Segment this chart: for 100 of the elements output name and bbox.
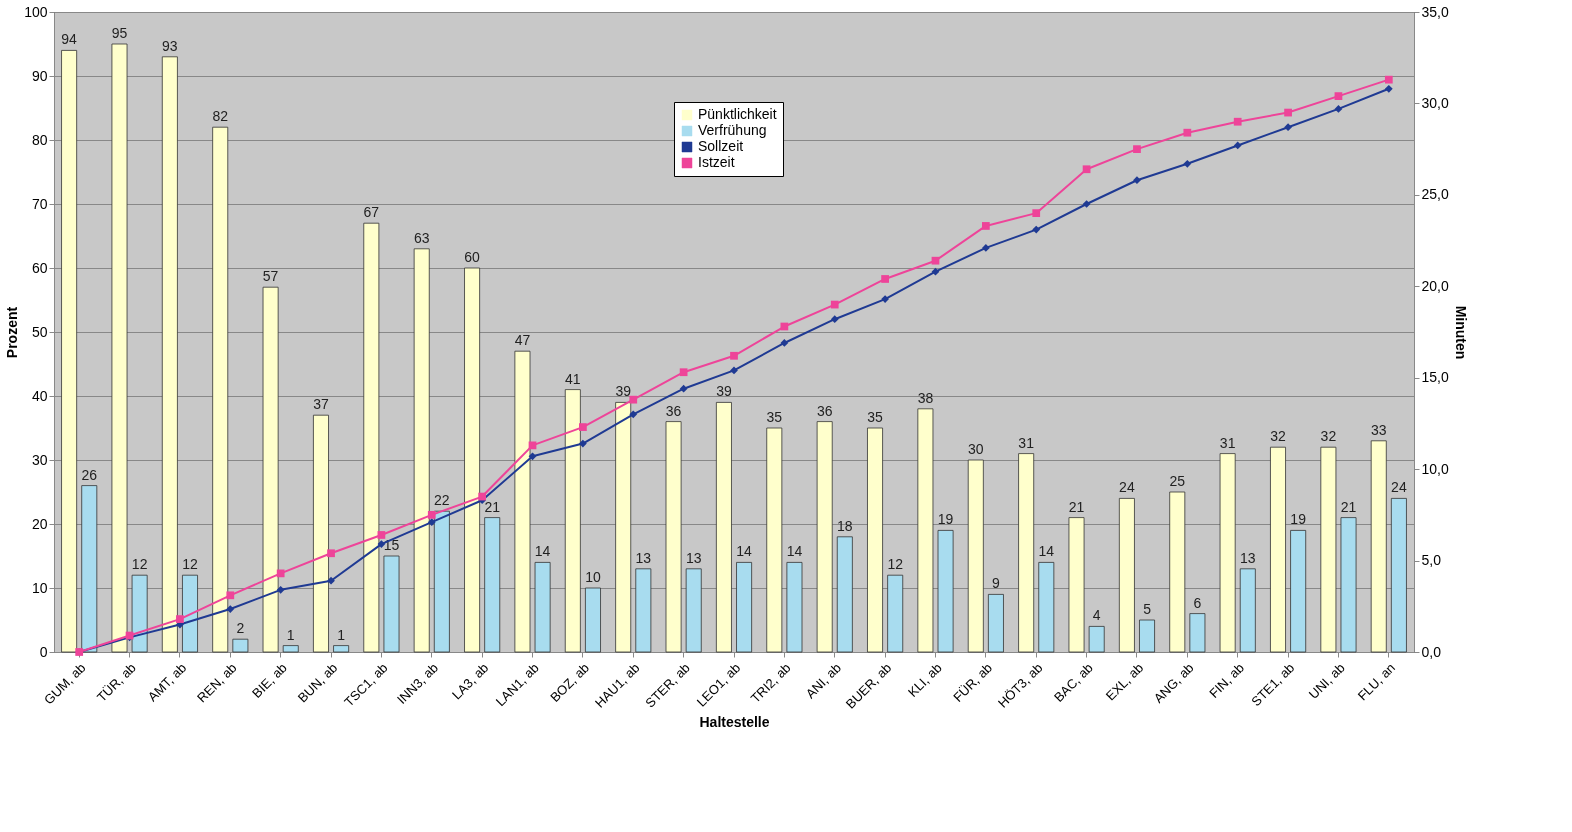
bar bbox=[1068, 517, 1085, 653]
point bbox=[226, 605, 235, 613]
data-label: 36 bbox=[816, 402, 833, 419]
y2-tick-label: 35,0 bbox=[1421, 3, 1449, 20]
point bbox=[830, 315, 839, 324]
bar bbox=[81, 485, 98, 653]
data-label: 26 bbox=[81, 466, 98, 483]
point bbox=[1032, 225, 1041, 234]
data-label: 93 bbox=[162, 37, 178, 54]
point bbox=[1082, 200, 1091, 208]
data-label: 39 bbox=[716, 383, 732, 400]
bar bbox=[1320, 446, 1337, 653]
data-label: 94 bbox=[61, 31, 78, 48]
data-label: 32 bbox=[1320, 428, 1337, 445]
data-label: 14 bbox=[1038, 543, 1055, 560]
data-label: 10 bbox=[585, 569, 601, 585]
y-tick-label: 20 bbox=[31, 515, 48, 532]
x-tick-label: ANI, ab bbox=[802, 660, 844, 702]
y-tick-label: 30 bbox=[31, 451, 48, 468]
point bbox=[780, 322, 789, 331]
bar bbox=[715, 402, 732, 653]
point bbox=[1032, 209, 1041, 218]
bar bbox=[987, 594, 1004, 653]
data-label: 24 bbox=[1119, 479, 1135, 496]
y-axis-title: Prozent bbox=[4, 306, 21, 359]
bar bbox=[433, 510, 450, 653]
bar bbox=[615, 402, 632, 653]
x-tick-label: FLU, an bbox=[1354, 660, 1399, 704]
bar bbox=[1340, 517, 1357, 653]
x-tick-label: LA3, ab bbox=[449, 660, 492, 703]
bar bbox=[1219, 453, 1236, 653]
bar bbox=[1239, 568, 1256, 653]
point bbox=[579, 439, 587, 448]
bar bbox=[665, 421, 682, 653]
bar bbox=[484, 517, 501, 653]
point bbox=[1133, 145, 1141, 154]
point bbox=[276, 585, 285, 594]
y2-tick-label: 20,0 bbox=[1421, 277, 1449, 294]
bar bbox=[1370, 440, 1387, 653]
y-tick-label: 60 bbox=[31, 259, 48, 276]
point bbox=[629, 395, 638, 404]
bar bbox=[61, 50, 78, 653]
bar bbox=[816, 421, 833, 653]
y-tick-label: 0 bbox=[39, 643, 48, 660]
point bbox=[579, 423, 587, 431]
point bbox=[276, 569, 285, 578]
point bbox=[1284, 123, 1292, 132]
bar bbox=[766, 427, 783, 653]
bar bbox=[514, 350, 531, 653]
data-label: 39 bbox=[615, 383, 632, 400]
bar bbox=[967, 459, 984, 653]
bar bbox=[131, 574, 148, 653]
data-label: 31 bbox=[1018, 434, 1035, 451]
bar bbox=[262, 286, 279, 653]
data-label: 19 bbox=[1290, 511, 1307, 528]
bar bbox=[917, 408, 934, 653]
data-label: 1 bbox=[337, 626, 346, 643]
y-tick-label: 70 bbox=[31, 195, 48, 212]
point bbox=[427, 510, 436, 519]
bar bbox=[1189, 613, 1206, 653]
data-label: 24 bbox=[1391, 479, 1407, 496]
point bbox=[629, 410, 638, 419]
y2-tick-label: 25,0 bbox=[1421, 186, 1449, 203]
data-label: 2 bbox=[236, 620, 245, 637]
legend-label: Sollzeit bbox=[698, 138, 744, 154]
data-label: 60 bbox=[464, 249, 481, 265]
point bbox=[1183, 159, 1192, 168]
data-label: 6 bbox=[1193, 594, 1202, 611]
y2-axis-title: Minuten bbox=[1452, 305, 1469, 360]
data-label: 32 bbox=[1270, 428, 1286, 445]
bar bbox=[212, 126, 229, 653]
point bbox=[981, 222, 990, 230]
bar bbox=[333, 645, 350, 653]
y-tick-label: 40 bbox=[31, 387, 48, 404]
data-label: 13 bbox=[685, 549, 702, 566]
bar bbox=[232, 638, 249, 653]
point bbox=[881, 295, 889, 303]
point bbox=[1233, 117, 1242, 126]
x-tick-label: BIE, ab bbox=[249, 660, 290, 701]
point bbox=[1133, 176, 1141, 185]
y-tick-label: 100 bbox=[24, 3, 48, 20]
x-tick-label: TRI2, ab bbox=[747, 660, 794, 706]
data-label: 67 bbox=[363, 204, 380, 221]
point bbox=[1082, 165, 1091, 174]
point bbox=[176, 615, 184, 623]
bar bbox=[867, 427, 883, 653]
data-label: 37 bbox=[313, 396, 329, 413]
point bbox=[931, 267, 940, 276]
data-label: 35 bbox=[867, 409, 884, 425]
bar bbox=[1018, 453, 1035, 653]
bar bbox=[1390, 498, 1407, 653]
y2-tick-label: 10,0 bbox=[1421, 460, 1449, 477]
data-label: 47 bbox=[514, 332, 531, 349]
data-label: 30 bbox=[967, 441, 984, 457]
y-tick-label: 10 bbox=[31, 579, 48, 596]
data-label: 4 bbox=[1092, 607, 1101, 624]
data-label: 14 bbox=[736, 543, 753, 560]
bar bbox=[282, 645, 299, 653]
data-label: 95 bbox=[111, 25, 128, 41]
y2-tick-label: 5,0 bbox=[1421, 552, 1442, 569]
